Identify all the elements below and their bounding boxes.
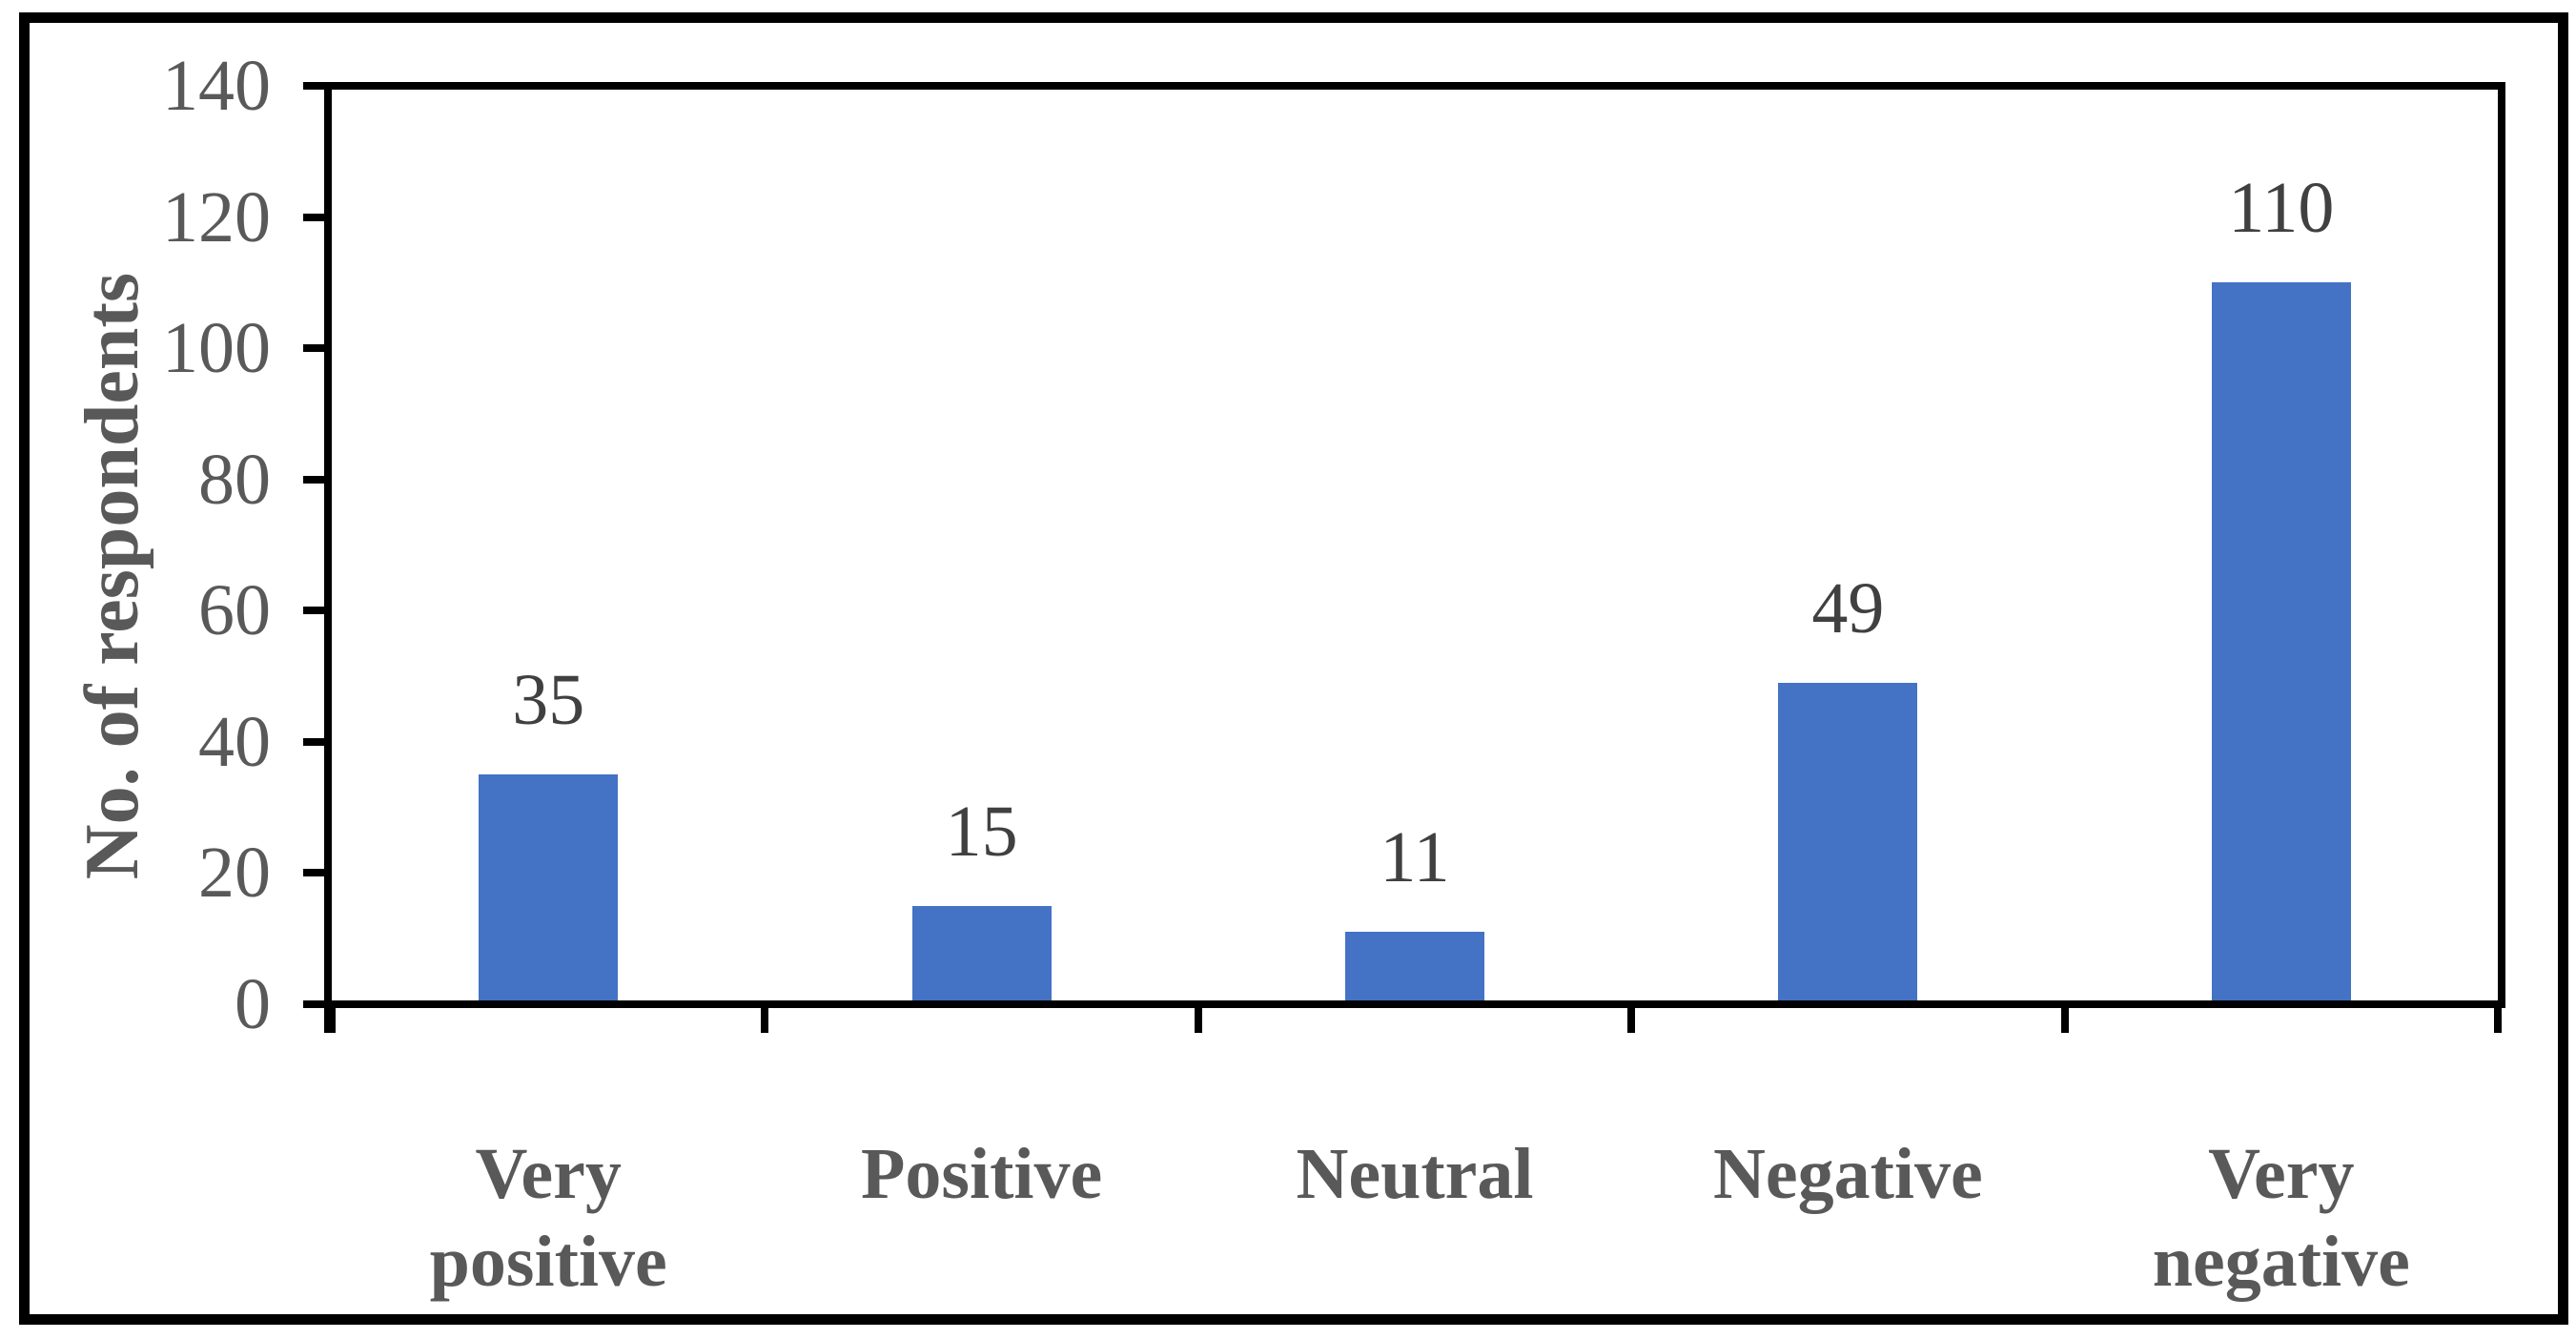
- x-category-label-negative: Negative: [1713, 1134, 1983, 1214]
- plot-right-spine: [2498, 82, 2505, 1008]
- y-tick-label: 140: [162, 46, 271, 126]
- x-category-label-very-negative: Very negative: [2152, 1134, 2410, 1302]
- plot-top-spine: [307, 82, 2505, 90]
- y-tick-mark: [303, 607, 332, 615]
- y-axis-line: [324, 82, 332, 1033]
- bar-very-positive: [479, 774, 619, 1004]
- x-tick-mark: [761, 1004, 769, 1033]
- y-tick-label: 120: [162, 176, 271, 258]
- y-tick-mark: [303, 869, 332, 877]
- x-tick-mark: [1194, 1004, 1202, 1033]
- y-tick-mark: [303, 344, 332, 353]
- figure-border: [19, 12, 2568, 1325]
- x-tick-mark: [2060, 1004, 2069, 1033]
- x-tick-mark: [2494, 1004, 2502, 1033]
- y-tick-mark: [303, 737, 332, 746]
- y-tick-label: 20: [198, 833, 271, 914]
- y-tick-label: 0: [235, 964, 271, 1044]
- x-category-label-positive: Positive: [860, 1134, 1103, 1214]
- y-tick-mark: [303, 475, 332, 484]
- y-tick-label: 80: [198, 439, 271, 520]
- bar-negative: [1778, 682, 1918, 1004]
- x-axis-line: [303, 1000, 2505, 1008]
- x-tick-mark: [1627, 1004, 1636, 1033]
- y-tick-mark: [303, 213, 332, 221]
- data-label-very-positive: 35: [512, 660, 585, 741]
- x-category-label-neutral: Neutral: [1296, 1134, 1534, 1214]
- x-tick-mark: [328, 1004, 336, 1033]
- y-tick-label: 40: [198, 701, 271, 782]
- data-label-positive: 15: [945, 791, 1018, 872]
- bar-very-negative: [2211, 282, 2351, 1004]
- data-label-neutral: 11: [1380, 817, 1450, 898]
- data-label-very-negative: 110: [2228, 168, 2335, 249]
- x-category-label-very-positive: Very positive: [429, 1134, 667, 1302]
- y-tick-label: 60: [198, 570, 271, 651]
- y-tick-label: 100: [162, 308, 271, 389]
- bar-positive: [911, 905, 1052, 1004]
- data-label-negative: 49: [1811, 567, 1885, 649]
- bar-neutral: [1345, 932, 1484, 1004]
